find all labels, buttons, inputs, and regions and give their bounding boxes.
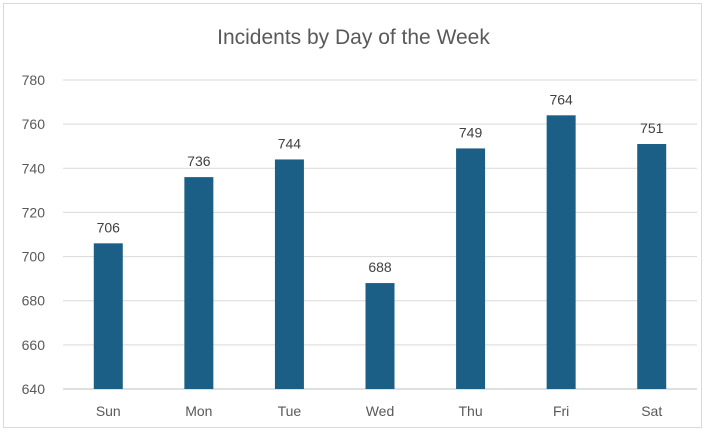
data-label: 749 [459,124,483,140]
bars [93,115,667,390]
data-label: 736 [187,153,211,169]
x-tick-label: Sat [641,403,662,419]
data-label: 751 [640,120,664,136]
data-labels: 706 736 744 688 749 764 751 [97,91,664,275]
bar-sun [93,243,123,389]
data-label: 706 [97,219,121,235]
y-tick-label: 720 [22,204,46,220]
y-tick-label: 640 [22,381,46,397]
x-tick-label: Tue [278,403,302,419]
bar-tue [274,159,304,389]
bar-fri [546,115,576,390]
y-tick-label: 680 [22,293,46,309]
x-tick-label: Wed [366,403,395,419]
bar-thu [456,148,486,389]
y-tick-label: 700 [22,249,46,265]
data-label: 764 [549,91,573,107]
y-axis-ticks: 640 660 680 700 720 740 760 780 [22,72,46,397]
y-tick-label: 760 [22,116,46,132]
y-tick-label: 740 [22,160,46,176]
y-tick-label: 660 [22,337,46,353]
y-tick-label: 780 [22,72,46,88]
x-tick-label: Sun [96,403,121,419]
data-label: 688 [368,259,392,275]
x-tick-label: Mon [185,403,212,419]
bar-mon [184,177,214,389]
bar-wed [365,283,395,389]
bar-sat [637,144,667,389]
x-tick-label: Thu [459,403,483,419]
data-label: 744 [278,135,302,151]
x-tick-label: Fri [553,403,569,419]
x-axis-ticks: Sun Mon Tue Wed Thu Fri Sat [96,403,663,419]
chart-title: Incidents by Day of the Week [217,26,490,49]
